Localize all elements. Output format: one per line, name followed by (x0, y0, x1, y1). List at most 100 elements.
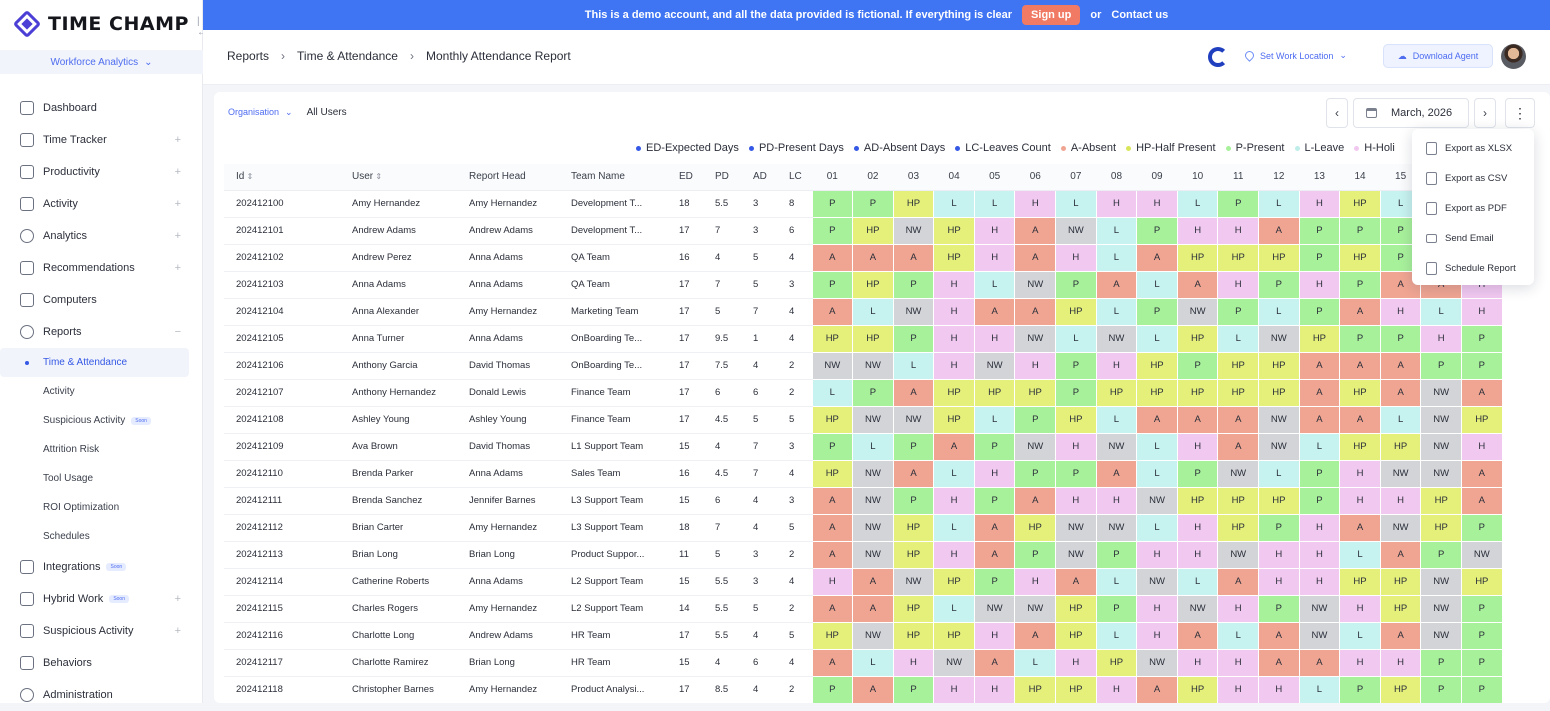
breadcrumb-reports[interactable]: Reports (227, 49, 270, 63)
table-row[interactable]: 202412118 Christopher Barnes Amy Hernandez… (224, 675, 1503, 703)
cell-ed: 17 (667, 676, 703, 703)
table-row[interactable]: 202412108 Ashley Young Ashley Young Finance… (224, 405, 1503, 434)
brand-c-icon[interactable] (1208, 47, 1228, 67)
attendance-cell: HP (1176, 486, 1219, 515)
sidebar-item-administration[interactable]: Administration (0, 679, 203, 711)
table-row[interactable]: 202412117 Charlotte Ramirez Brian Long HR T… (224, 648, 1503, 677)
attendance-cell: NW (1055, 216, 1097, 245)
sidebar-subitem-time-attendance[interactable]: Time & Attendance (0, 348, 189, 377)
cell-lc: 4 (777, 568, 812, 596)
logo[interactable]: TIME CHAMP (12, 8, 189, 40)
sidebar-item-suspicious-activity[interactable]: Suspicious Activity + (0, 615, 203, 647)
send-email-menu-item[interactable]: Send Email (1412, 224, 1534, 253)
attendance-cell: H (1298, 513, 1341, 542)
sidebar-item-reports[interactable]: Reports − (0, 316, 203, 348)
users-filter[interactable]: All Users (306, 107, 347, 118)
cell-team: Finance Team (559, 406, 667, 434)
sidebar-item-label: Integrations (43, 561, 101, 573)
expand-icon[interactable]: + (174, 166, 181, 178)
sort-icon[interactable]: ⇕ (244, 172, 254, 182)
prev-month-button[interactable]: ‹ (1326, 98, 1348, 128)
sidebar-item-label: Time Tracker (43, 134, 107, 146)
sidebar-item-computers[interactable]: Computers (0, 284, 203, 316)
sidebar-item-hybrid-work[interactable]: Hybrid Work Soon + (0, 583, 203, 615)
table-row[interactable]: 202412114 Catherine Roberts Anna Adams L2 S… (224, 567, 1503, 596)
avatar[interactable] (1501, 44, 1526, 69)
expand-icon[interactable]: + (174, 262, 181, 274)
signup-button[interactable]: Sign up (1022, 5, 1081, 25)
workspace-selector[interactable]: Workforce Analytics ⌄ (0, 50, 203, 74)
sidebar-subitem-roi-optimization[interactable]: ROI Optimization (0, 493, 203, 522)
expand-icon[interactable]: + (174, 593, 181, 605)
attendance-cell: H (1217, 216, 1260, 245)
table-row[interactable]: 202412109 Ava Brown David Thomas L1 Support… (224, 432, 1503, 461)
cell-head: Anna Adams (457, 271, 559, 299)
table-row[interactable]: 202412102 Andrew Perez Anna Adams QA Team 16… (224, 243, 1503, 272)
column-header-user[interactable]: User ⇕ (340, 164, 457, 191)
table-row[interactable]: 202412100 Amy Hernandez Amy Hernandez Devel… (224, 189, 1503, 218)
attendance-cell: L (1095, 243, 1138, 272)
column-header-id[interactable]: Id ⇕ (224, 164, 340, 191)
attendance-cell: A (1298, 405, 1341, 434)
sidebar-subitem-suspicious-activity[interactable]: Suspicious Activity Soon (0, 406, 203, 435)
column-header-team-name: Team Name (559, 164, 667, 191)
table-row[interactable]: 202412110 Brenda Parker Anna Adams Sales Te… (224, 459, 1503, 488)
table-row[interactable]: 202412106 Anthony Garcia David Thomas OnBoa… (224, 351, 1503, 380)
set-work-location[interactable]: Set Work Location ⌄ (1243, 49, 1347, 62)
table-row[interactable]: 202412113 Brian Long Brian Long Product Sup… (224, 540, 1503, 569)
collapse-icon[interactable]: − (174, 326, 181, 338)
sidebar-subitem-tool-usage[interactable]: Tool Usage (0, 464, 203, 493)
organisation-dropdown[interactable]: Organisation (228, 107, 280, 117)
table-row[interactable]: 202412111 Brenda Sanchez Jennifer Barnes L3… (224, 486, 1503, 515)
sidebar-item-integrations[interactable]: Integrations Soon (0, 551, 203, 583)
sidebar-item-time-tracker[interactable]: Time Tracker + (0, 124, 203, 156)
expand-icon[interactable]: + (174, 134, 181, 146)
schedule-report-menu-item[interactable]: Schedule Report (1412, 254, 1534, 283)
sidebar-item-dashboard[interactable]: Dashboard (0, 92, 203, 124)
table-row[interactable]: 202412103 Anna Adams Anna Adams QA Team 17 7 5… (224, 270, 1503, 299)
export-csv-menu-item[interactable]: Export as CSV (1412, 164, 1534, 193)
sidebar-item-recommendations[interactable]: Recommendations + (0, 252, 203, 284)
sort-icon[interactable]: ⇕ (373, 172, 383, 182)
export-pdf-menu-item[interactable]: Export as PDF (1412, 194, 1534, 223)
expand-icon[interactable]: + (174, 198, 181, 210)
logo-icon (12, 9, 42, 39)
legend-item: H-Holi (1354, 142, 1395, 154)
cell-lc: 4 (777, 460, 812, 488)
table-row[interactable]: 202412112 Brian Carter Amy Hernandez L3 Sup… (224, 513, 1503, 542)
attendance-cell: H (1339, 594, 1381, 623)
expand-icon[interactable]: + (174, 230, 181, 242)
month-picker[interactable]: March, 2026 (1353, 98, 1469, 128)
breadcrumb-time-attendance[interactable]: Time & Attendance (297, 49, 398, 63)
collapse-sidebar-icon[interactable]: |← (197, 16, 207, 38)
cell-lc: 3 (777, 271, 812, 299)
sidebar-subitem-activity[interactable]: Activity (0, 377, 203, 406)
cell-user: Brian Long (340, 541, 457, 569)
sidebar-subitem-attrition-risk[interactable]: Attrition Risk (0, 435, 203, 464)
export-xlsx-menu-item[interactable]: Export as XLSX (1412, 134, 1534, 163)
table-row[interactable]: 202412105 Anna Turner Anna Adams OnBoarding… (224, 324, 1503, 353)
table-row[interactable]: 202412104 Anna Alexander Amy Hernandez Mark… (224, 297, 1503, 326)
table-row[interactable]: 202412115 Charles Rogers Amy Hernandez L2 S… (224, 594, 1503, 623)
table-row[interactable]: 202412116 Charlotte Long Andrew Adams HR Te… (224, 621, 1503, 650)
contact-link[interactable]: Contact us (1111, 9, 1169, 21)
attendance-cell: L (1136, 324, 1178, 353)
cell-team: Finance Team (559, 379, 667, 407)
sidebar-subitem-schedules[interactable]: Schedules (0, 522, 203, 551)
cell-ad: 5 (741, 244, 777, 272)
download-agent-button[interactable]: ☁ Download Agent (1383, 44, 1493, 68)
chevron-down-icon: ⌄ (144, 56, 153, 68)
attendance-cell: A (1014, 243, 1057, 272)
column-header-label: Team Name (571, 171, 625, 183)
sidebar-item-activity[interactable]: Activity + (0, 188, 203, 220)
sidebar-item-productivity[interactable]: Productivity + (0, 156, 203, 188)
expand-icon[interactable]: + (174, 625, 181, 637)
next-month-button[interactable]: › (1474, 98, 1496, 128)
table-row[interactable]: 202412107 Anthony Hernandez Donald Lewis Fi… (224, 378, 1503, 407)
more-options-button[interactable]: ⋮ (1505, 98, 1535, 128)
attendance-cell: A (973, 540, 1016, 569)
table-row[interactable]: 202412101 Andrew Adams Andrew Adams Develop… (224, 216, 1503, 245)
sidebar-item-analytics[interactable]: Analytics + (0, 220, 203, 252)
attendance-cell: P (852, 378, 894, 407)
sidebar-item-behaviors[interactable]: Behaviors (0, 647, 203, 679)
